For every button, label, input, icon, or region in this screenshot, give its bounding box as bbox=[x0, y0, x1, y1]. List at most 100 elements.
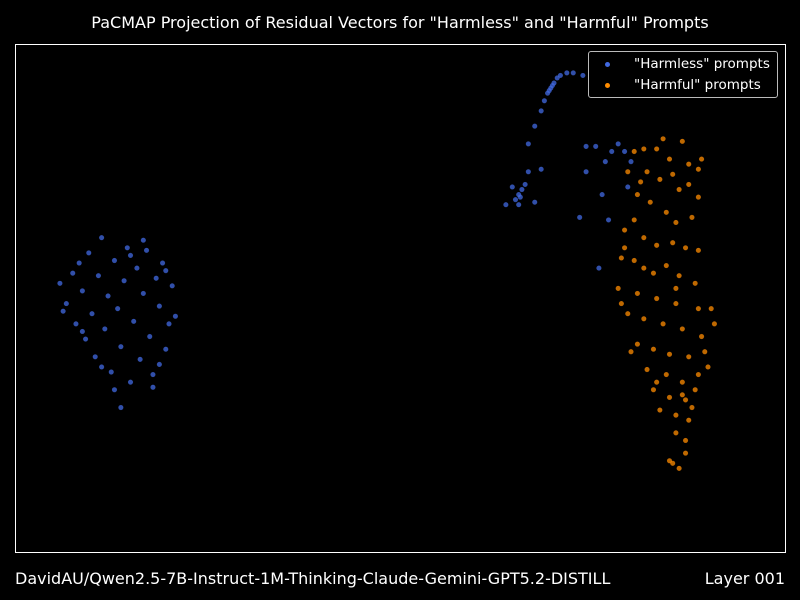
point-harmless bbox=[131, 318, 137, 324]
point-harmless bbox=[76, 260, 82, 266]
point-harmless bbox=[516, 202, 522, 208]
point-harmless bbox=[95, 273, 102, 279]
point-harmless bbox=[522, 181, 528, 188]
point-harmful bbox=[686, 417, 692, 423]
point-harmless bbox=[153, 275, 159, 281]
point-harmless bbox=[57, 280, 63, 286]
point-harmful bbox=[650, 270, 657, 276]
point-harmful bbox=[663, 209, 669, 215]
point-harmful bbox=[692, 387, 698, 393]
point-harmless bbox=[602, 159, 608, 165]
point-harmless bbox=[92, 354, 98, 360]
point-harmful bbox=[654, 295, 660, 302]
point-harmless bbox=[503, 202, 509, 208]
point-harmful bbox=[647, 199, 653, 205]
point-harmless bbox=[172, 313, 179, 319]
point-harmful bbox=[682, 397, 689, 403]
point-harmless bbox=[105, 293, 111, 299]
point-harmless bbox=[625, 184, 631, 190]
point-harmless bbox=[557, 72, 564, 79]
point-harmless bbox=[111, 257, 118, 264]
point-harmful bbox=[679, 392, 685, 398]
point-harmful bbox=[711, 321, 718, 327]
point-harmful bbox=[679, 379, 685, 385]
legend-item-harmless: "Harmless" prompts bbox=[589, 54, 770, 74]
point-harmful bbox=[625, 311, 631, 317]
point-harmful bbox=[702, 349, 708, 355]
point-harmless bbox=[73, 321, 79, 327]
point-harmful bbox=[618, 300, 624, 307]
point-harmless bbox=[564, 70, 570, 76]
point-harmful bbox=[663, 371, 669, 378]
point-harmless bbox=[517, 194, 523, 200]
point-harmless bbox=[137, 356, 143, 362]
point-harmless bbox=[140, 290, 146, 297]
point-harmful bbox=[634, 191, 641, 198]
point-harmful bbox=[615, 285, 621, 291]
point-harmful bbox=[641, 235, 647, 241]
point-harmless bbox=[150, 371, 156, 378]
point-harmless bbox=[140, 237, 146, 243]
point-harmful bbox=[663, 262, 669, 269]
legend-label-harmful: "Harmful" prompts bbox=[634, 77, 761, 93]
point-harmful bbox=[673, 412, 679, 418]
point-harmful bbox=[673, 285, 679, 291]
point-harmless bbox=[599, 191, 605, 198]
point-harmful bbox=[621, 245, 628, 251]
point-harmful bbox=[666, 156, 673, 162]
point-harmful bbox=[625, 169, 631, 175]
legend-marker-harmless bbox=[605, 61, 610, 67]
point-harmless bbox=[79, 288, 85, 294]
point-harmful bbox=[631, 148, 637, 155]
point-harmful bbox=[676, 465, 682, 471]
point-harmful bbox=[698, 156, 705, 162]
point-harmless bbox=[596, 265, 602, 271]
point-harmful bbox=[686, 354, 692, 360]
point-harmless bbox=[621, 148, 628, 155]
point-harmful bbox=[654, 242, 660, 248]
point-harmful bbox=[670, 240, 676, 246]
point-harmful bbox=[621, 227, 628, 233]
point-harmful bbox=[705, 364, 711, 370]
point-harmful bbox=[641, 316, 647, 322]
point-harmless bbox=[532, 123, 538, 129]
plot-frame bbox=[15, 44, 786, 553]
point-harmful bbox=[666, 458, 673, 464]
point-harmful bbox=[631, 257, 637, 264]
point-harmless bbox=[134, 265, 140, 271]
point-harmful bbox=[628, 349, 634, 355]
point-harmful bbox=[686, 161, 692, 167]
point-harmless bbox=[525, 169, 531, 175]
point-harmless bbox=[82, 336, 89, 342]
point-harmful bbox=[692, 280, 698, 286]
point-harmless bbox=[509, 184, 515, 190]
point-harmless bbox=[147, 333, 153, 340]
legend: "Harmless" prompts "Harmful" prompts bbox=[588, 51, 778, 98]
point-harmless bbox=[89, 311, 95, 317]
point-harmful bbox=[673, 300, 679, 307]
point-harmless bbox=[99, 364, 105, 370]
point-harmful bbox=[641, 265, 647, 271]
point-harmful bbox=[670, 171, 676, 177]
point-harmless bbox=[163, 268, 169, 274]
point-harmless bbox=[519, 186, 525, 193]
point-harmful bbox=[695, 371, 701, 378]
point-harmful bbox=[654, 379, 660, 385]
point-harmful bbox=[682, 245, 689, 251]
point-harmless bbox=[538, 166, 544, 172]
point-harmless bbox=[609, 148, 615, 155]
point-harmful bbox=[650, 387, 657, 393]
point-harmful bbox=[666, 394, 673, 400]
point-harmless bbox=[546, 88, 552, 94]
point-harmful bbox=[695, 247, 701, 253]
point-harmful bbox=[689, 214, 695, 220]
legend-item-harmful: "Harmful" prompts bbox=[589, 75, 761, 95]
point-harmless bbox=[63, 300, 69, 307]
point-harmless bbox=[593, 143, 599, 149]
point-harmful bbox=[654, 146, 660, 152]
point-harmful bbox=[673, 430, 679, 436]
point-harmless bbox=[580, 72, 586, 79]
point-harmless bbox=[99, 235, 105, 241]
point-harmless bbox=[118, 404, 124, 411]
point-harmful bbox=[676, 186, 682, 193]
